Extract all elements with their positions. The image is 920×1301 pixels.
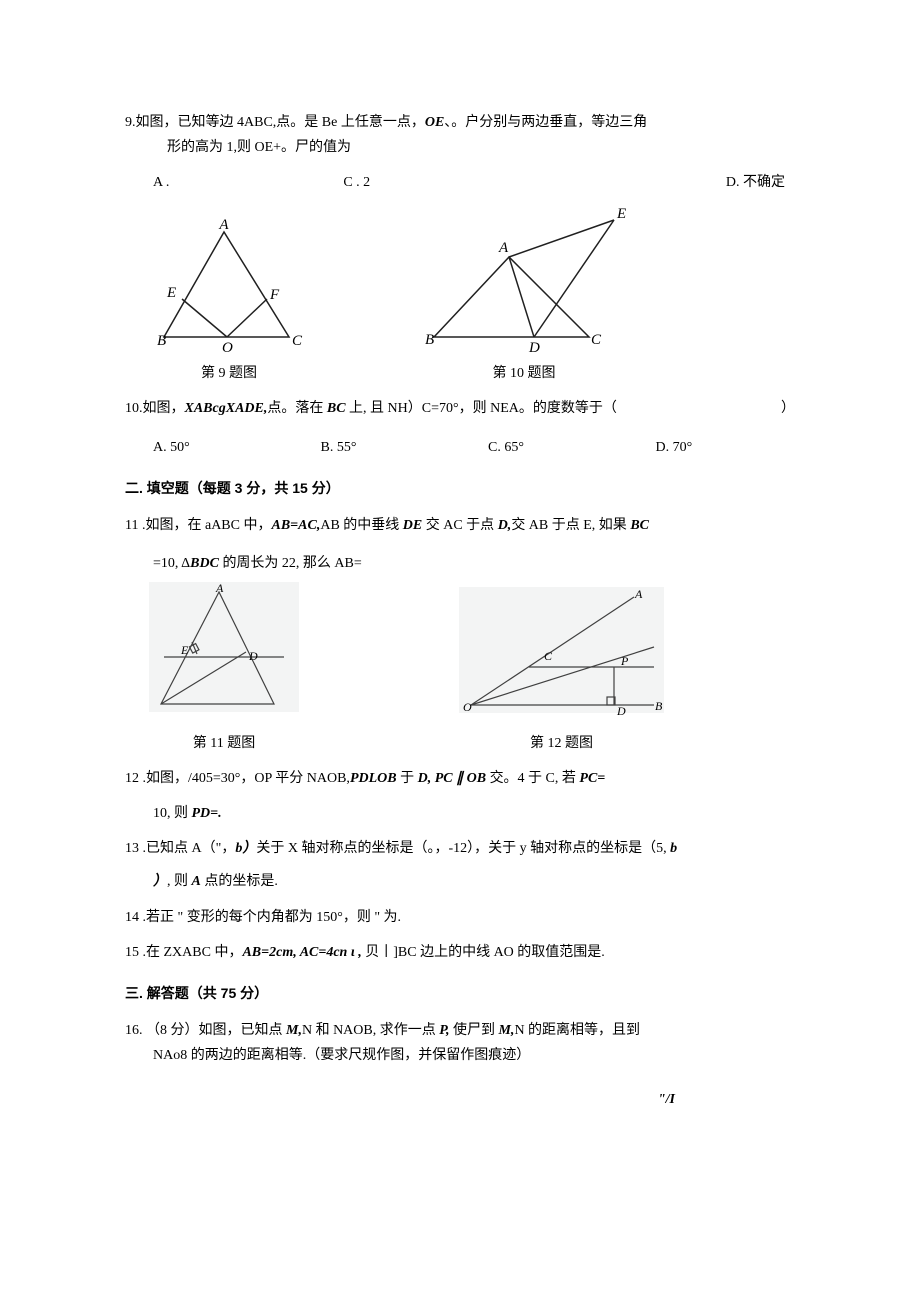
q9-opt-c: C . 2	[343, 170, 552, 195]
question-11: 11 .如图，在 aABC 中，AB=AC,AB 的中垂线 DE 交 AC 于点…	[125, 513, 795, 756]
q9-opt-a: A .	[153, 170, 169, 195]
q11-num: 11 .	[125, 518, 145, 533]
q10-options: A. 50° B. 55° C. 65° D. 70°	[153, 435, 823, 460]
q10-num: 10.	[125, 401, 143, 416]
q9-lbl-e: E	[166, 285, 176, 301]
q10-figure: A B C D E 第 10 题图	[419, 202, 629, 386]
q16-line1: 16. （8 分）如图，已知点 M,N 和 NAOB, 求作一点 P, 使尸到 …	[125, 1018, 795, 1043]
q13-line2: ）, 则 A 点的坐标是.	[125, 869, 795, 894]
q14-line1: 14 .若正 " 变形的每个内角都为 150°，则 " 为.	[125, 905, 795, 930]
q9-q10-figs: A B C E F O 第 9 题图 A B C D	[125, 202, 795, 386]
q12-caption: 第 12 题图	[530, 731, 593, 756]
q13-line1: 13 .已知点 A（"，b）关于 X 轴对称点的坐标是（。，-12），关于 y …	[125, 836, 795, 861]
q9-options: A . C . 2 D. 不确定	[125, 170, 795, 195]
q9-line2: 形的高为 1,则 OE+。尸的值为	[125, 135, 795, 160]
q10-opt-a: A. 50°	[153, 435, 321, 460]
q11-q12-figs: A D E 第 11 题图 A B C D	[125, 582, 795, 756]
q13-num: 13 .	[125, 841, 146, 856]
q10-line1: 10.如图，XABcgXADE,点。落在 BC 上, 且 NH）C=70°，则 …	[125, 396, 795, 421]
q15-num: 15 .	[125, 945, 146, 960]
q9-lbl-b: B	[157, 333, 166, 349]
q11-caption: 第 11 题图	[193, 731, 255, 756]
question-15: 15 .在 ZXABC 中，AB=2cm, AC=4cn ι , 贝丨]BC 边…	[125, 940, 795, 965]
q11-lbl-a: A	[215, 582, 224, 595]
q11-lbl-d: D	[248, 649, 258, 663]
q9-svg: A B C E F O	[149, 217, 309, 357]
q12-lbl-a: A	[634, 587, 643, 601]
q10-lbl-e: E	[616, 206, 626, 222]
q11-svg: A D E	[149, 582, 299, 727]
question-16: 16. （8 分）如图，已知点 M,N 和 NAOB, 求作一点 P, 使尸到 …	[125, 1018, 795, 1112]
q9-line1: 9.如图，已知等边 4ABC,点。是 Be 上任意一点，OE、。户分别与两边垂直…	[125, 110, 795, 135]
q11-lbl-e: E	[180, 643, 189, 657]
q16-line2: NAo8 的两边的距离相等.（要求尺规作图，并保留作图痕迹）	[125, 1043, 795, 1068]
question-10: 10.如图，XABcgXADE,点。落在 BC 上, 且 NH）C=70°，则 …	[125, 396, 795, 460]
q9-lbl-f: F	[269, 287, 280, 303]
q11-line2: =10, ΔBDC 的周长为 22, 那么 AB=	[125, 551, 795, 576]
q9-caption: 第 9 题图	[201, 361, 257, 386]
q10-lbl-c: C	[591, 332, 602, 348]
q12-lbl-d: D	[616, 704, 626, 718]
q9-num: 9.	[125, 115, 136, 130]
q10-opt-c: C. 65°	[488, 435, 656, 460]
q12-lbl-c: C	[544, 649, 553, 663]
q10-opt-b: B. 55°	[321, 435, 489, 460]
q10-opt-d: D. 70°	[656, 435, 824, 460]
q11-figure: A D E 第 11 题图	[149, 582, 299, 756]
q10-caption: 第 10 题图	[493, 361, 556, 386]
q10-lbl-d: D	[528, 340, 540, 356]
q10-lbl-a: A	[498, 240, 509, 256]
question-13: 13 .已知点 A（"，b）关于 X 轴对称点的坐标是（。，-12），关于 y …	[125, 836, 795, 894]
q9-lbl-a: A	[218, 217, 229, 233]
section-3-title: 三. 解答题（共 75 分）	[125, 981, 795, 1006]
q12-figure: A B C D O P 第 12 题图	[459, 587, 664, 756]
q12-line2: 10, 则 PD=.	[125, 801, 795, 826]
q16-angle: "/I	[125, 1087, 795, 1112]
q12-lbl-o: O	[463, 700, 472, 714]
q9-lbl-c: C	[292, 333, 303, 349]
q15-line1: 15 .在 ZXABC 中，AB=2cm, AC=4cn ι , 贝丨]BC 边…	[125, 940, 795, 965]
q10-svg: A B C D E	[419, 202, 629, 357]
q12-line1: 12 .如图，/405=30°，OP 平分 NAOB,PDLOB 于 D, PC…	[125, 766, 795, 791]
section-2-title: 二. 填空题（每题 3 分，共 15 分）	[125, 476, 795, 501]
q11-line1: 11 .如图，在 aABC 中，AB=AC,AB 的中垂线 DE 交 AC 于点…	[125, 513, 795, 538]
q12-lbl-b: B	[655, 699, 663, 713]
q9-figure: A B C E F O 第 9 题图	[149, 217, 309, 386]
q9-opt-d: D. 不确定	[726, 170, 785, 195]
q12-lbl-p: P	[620, 654, 629, 668]
q12-svg: A B C D O P	[459, 587, 664, 727]
q10-lbl-b: B	[425, 332, 434, 348]
q14-num: 14 .	[125, 910, 146, 925]
q16-num: 16.	[125, 1023, 143, 1038]
question-9: 9.如图，已知等边 4ABC,点。是 Be 上任意一点，OE、。户分别与两边垂直…	[125, 110, 795, 386]
q9-lbl-o: O	[222, 340, 233, 356]
q12-num: 12 .	[125, 771, 146, 786]
question-14: 14 .若正 " 变形的每个内角都为 150°，则 " 为.	[125, 905, 795, 930]
question-12: 12 .如图，/405=30°，OP 平分 NAOB,PDLOB 于 D, PC…	[125, 766, 795, 826]
